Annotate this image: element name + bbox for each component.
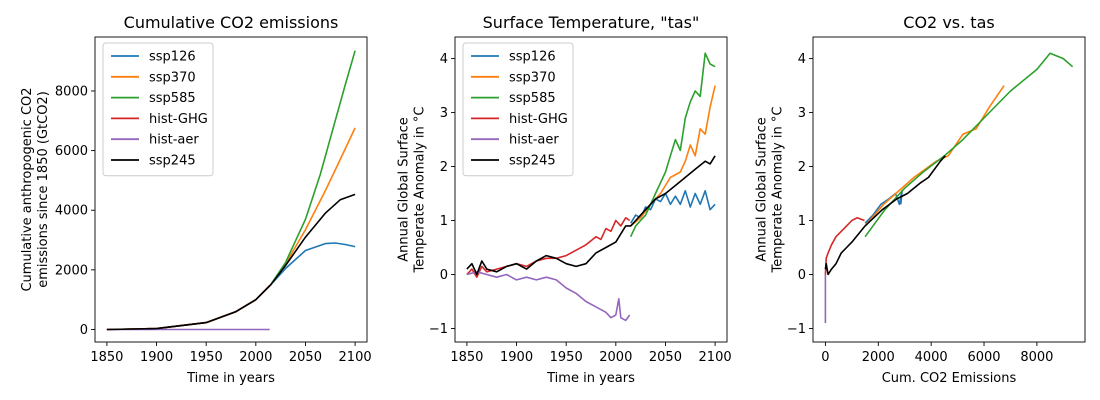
y-tick-label: 4 [440,52,448,67]
y-tick-label: 0 [440,268,448,283]
x-tick-label: 2000 [862,350,895,365]
legend-label-ssp245: ssp245 [149,154,196,169]
axes-frame [812,36,1086,343]
legend: ssp126 ssp370 ssp585 hist-GHG hist-aer ssp245 [462,42,574,177]
legend-label-ssp370: ssp370 [149,70,196,85]
x-tick-label: 2000 [239,350,272,365]
y-tick-label: −1 [429,322,448,337]
y-axis-label: Annual Global SurfaceTemperate Anomaly i… [754,107,785,274]
chart-3: CO2 vs. tas 0 2000 4000 6000 8000 −1 0 1 2 3 4 Cum. … [754,13,1086,386]
y-axis-label-line: emissions since 1850 (GtCO2) [36,91,51,288]
x-tick-label: 2100 [339,350,372,365]
y-axis-label-line: Temperate Anomaly in °C [770,107,785,274]
chart-1: Cumulative CO2 emissions 1850 1900 1950 2000… [20,13,372,386]
legend-label-ssp585: ssp585 [149,91,196,106]
legend-label-hist-GHG: hist-GHG [149,112,208,127]
legend-label-ssp126: ssp126 [509,50,556,65]
x-tick-label: 1850 [450,350,483,365]
legend-label-ssp126: ssp126 [149,50,196,65]
legend-label-ssp245: ssp245 [509,154,556,169]
chart-title: CO2 vs. tas [903,13,994,32]
y-tick-label: 0 [798,268,806,283]
chart-title: Surface Temperature, "tas" [483,13,700,32]
legend-label-hist-aer: hist-aer [509,133,559,148]
x-axis-label: Time in years [546,371,635,386]
y-tick-label: 3 [440,106,448,121]
chart-2: Surface Temperature, "tas"1850 1900 1950 20… [396,13,731,386]
series-line-hist-aer [466,270,631,322]
x-tick-label: 2000 [599,350,632,365]
y-axis-label: Annual Global SurfaceTemperate Anomaly i… [396,107,427,274]
x-tick-label: 1850 [90,350,123,365]
series-line-ssp370 [864,85,1005,227]
x-tick-label: 1900 [500,350,533,365]
x-tick-label: 1950 [190,350,223,365]
y-tick-label: 1 [440,214,448,229]
series-line-ssp126 [106,242,356,331]
legend-label-hist-GHG: hist-GHG [509,112,568,127]
y-tick-label: 2 [440,160,448,175]
x-axis-label: Cum. CO2 Emissions [882,371,1017,386]
y-tick-label: 2000 [55,263,88,278]
legend-label-ssp370: ssp370 [509,70,556,85]
legend-label-ssp585: ssp585 [509,91,556,106]
legend-label-hist-aer: hist-aer [149,133,199,148]
y-tick-label: 0 [80,323,88,338]
x-tick-label: 2050 [649,350,682,365]
series-line-hist-GHG [106,284,271,331]
y-tick-label: 8000 [55,84,88,99]
y-axis-label-line: Annual Global Surface [396,117,411,261]
series-line-ssp370 [630,85,716,227]
series-line-ssp245 [466,155,716,276]
x-tick-label: 2050 [289,350,322,365]
y-tick-label: 1 [798,214,806,229]
legend: ssp126 ssp370 ssp585 hist-GHG hist-aer ssp245 [102,42,214,177]
x-tick-label: 1900 [140,350,173,365]
chart-title: Cumulative CO2 emissions [124,13,339,32]
x-tick-label: 8000 [1020,350,1053,365]
axes-frame [454,36,728,343]
y-tick-label: 3 [798,106,806,121]
x-tick-label: 0 [821,350,829,365]
y-axis-label-line: Cumulative anthropogenic CO2 [20,87,35,291]
y-axis-label-line: Temperate Anomaly in °C [412,107,427,274]
y-tick-label: 2 [798,160,806,175]
x-tick-label: 6000 [967,350,1000,365]
series-line-ssp245 [106,193,356,331]
series-line-ssp245 [824,155,946,276]
x-tick-label: 2100 [699,350,732,365]
series-line-hist-GHG [824,217,865,275]
y-axis-label: Cumulative anthropogenic CO2emissions si… [20,87,51,291]
y-tick-label: 4 [798,52,806,67]
axes-frame [94,36,368,343]
y-tick-label: 6000 [55,144,88,159]
series-line-ssp585 [864,52,1074,238]
x-tick-label: 4000 [915,350,948,365]
y-tick-label: 4000 [55,204,88,219]
y-tick-label: −1 [787,322,806,337]
x-tick-label: 1950 [550,350,583,365]
y-axis-label-line: Annual Global Surface [754,117,769,261]
series-line-ssp585 [629,52,716,238]
x-axis-label: Time in years [186,371,275,386]
series-line-ssp126 [630,190,716,224]
